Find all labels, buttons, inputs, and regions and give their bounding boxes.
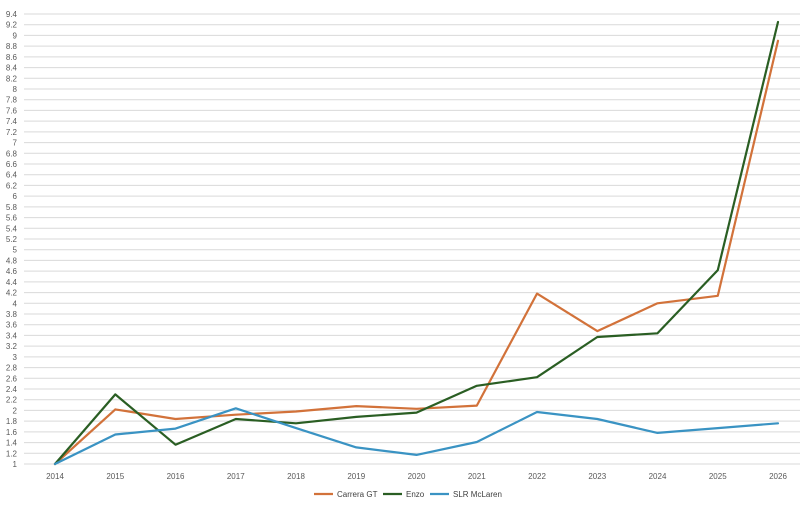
y-tick-label: 2.4 bbox=[6, 385, 18, 394]
y-tick-label: 1 bbox=[13, 460, 18, 469]
x-tick-label: 2024 bbox=[649, 472, 667, 481]
y-tick-label: 4.2 bbox=[6, 289, 18, 298]
series-line-enzo bbox=[53, 20, 780, 466]
y-tick-label: 8.2 bbox=[6, 74, 18, 83]
y-tick-label: 8.4 bbox=[6, 64, 18, 73]
y-tick-label: 5.8 bbox=[6, 203, 18, 212]
series-lines bbox=[53, 20, 780, 466]
y-tick-label: 1.2 bbox=[6, 449, 18, 458]
y-tick-label: 2.8 bbox=[6, 364, 18, 373]
y-tick-label: 5.2 bbox=[6, 235, 18, 244]
x-tick-label: 2021 bbox=[468, 472, 486, 481]
y-tick-label: 6.2 bbox=[6, 181, 18, 190]
y-tick-label: 4.8 bbox=[6, 256, 18, 265]
y-tick-label: 6.8 bbox=[6, 149, 18, 158]
x-axis-tick-labels: 2014 2015 2016 2017 2018 2019 2020 2021 2022 2023… bbox=[46, 472, 787, 481]
y-tick-label: 8.8 bbox=[6, 42, 18, 51]
y-tick-label: 7 bbox=[13, 139, 18, 148]
x-tick-label: 2017 bbox=[227, 472, 245, 481]
y-tick-label: 3.6 bbox=[6, 321, 18, 330]
series-line-carrera-gt bbox=[53, 39, 780, 466]
x-tick-label: 2023 bbox=[588, 472, 606, 481]
y-tick-label: 5 bbox=[13, 246, 18, 255]
x-tick-label: 2019 bbox=[347, 472, 365, 481]
y-tick-label: 7.8 bbox=[6, 96, 18, 105]
y-tick-label: 3.4 bbox=[6, 331, 18, 340]
legend-label: SLR McLaren bbox=[453, 490, 502, 499]
y-tick-label: 6.6 bbox=[6, 160, 18, 169]
y-tick-label: 9.2 bbox=[6, 21, 18, 30]
x-tick-label: 2016 bbox=[167, 472, 185, 481]
y-tick-label: 5.4 bbox=[6, 224, 18, 233]
y-tick-label: 6 bbox=[13, 192, 18, 201]
legend-label: Carrera GT bbox=[337, 490, 378, 499]
y-tick-label: 3.2 bbox=[6, 342, 18, 351]
y-tick-label: 2 bbox=[13, 406, 18, 415]
y-tick-label: 4.6 bbox=[6, 267, 18, 276]
y-tick-label: 2.6 bbox=[6, 374, 18, 383]
gridlines bbox=[24, 13, 800, 465]
x-tick-label: 2026 bbox=[769, 472, 787, 481]
y-tick-label: 9 bbox=[13, 31, 18, 40]
y-tick-label: 8.6 bbox=[6, 53, 18, 62]
series-line-slr-mclaren bbox=[53, 407, 780, 466]
x-tick-label: 2022 bbox=[528, 472, 546, 481]
y-tick-label: 1.6 bbox=[6, 428, 18, 437]
x-tick-label: 2018 bbox=[287, 472, 305, 481]
x-tick-label: 2014 bbox=[46, 472, 64, 481]
x-tick-label: 2020 bbox=[408, 472, 426, 481]
y-tick-label: 3 bbox=[13, 353, 18, 362]
y-tick-label: 1.8 bbox=[6, 417, 18, 426]
y-tick-label: 7.2 bbox=[6, 128, 18, 137]
x-tick-label: 2015 bbox=[106, 472, 124, 481]
y-tick-label: 9.4 bbox=[6, 10, 18, 19]
y-tick-label: 8 bbox=[13, 85, 18, 94]
y-tick-label: 7.6 bbox=[6, 106, 18, 115]
y-tick-label: 5.6 bbox=[6, 214, 18, 223]
legend: Carrera GT Enzo SLR McLaren bbox=[314, 490, 502, 499]
legend-label: Enzo bbox=[406, 490, 425, 499]
x-tick-label: 2025 bbox=[709, 472, 727, 481]
y-tick-label: 2.2 bbox=[6, 396, 18, 405]
y-tick-label: 4 bbox=[13, 299, 18, 308]
y-tick-label: 7.4 bbox=[6, 117, 18, 126]
y-axis-tick-labels: 1 1.21.4 1.6 1.8 22.2 2.4 2.62.8 3 3.2 3.43.6 3.8 4… bbox=[6, 10, 18, 469]
y-tick-label: 3.8 bbox=[6, 310, 18, 319]
y-tick-label: 6.4 bbox=[6, 171, 18, 180]
y-tick-label: 4.4 bbox=[6, 278, 18, 287]
y-tick-label: 1.4 bbox=[6, 439, 18, 448]
